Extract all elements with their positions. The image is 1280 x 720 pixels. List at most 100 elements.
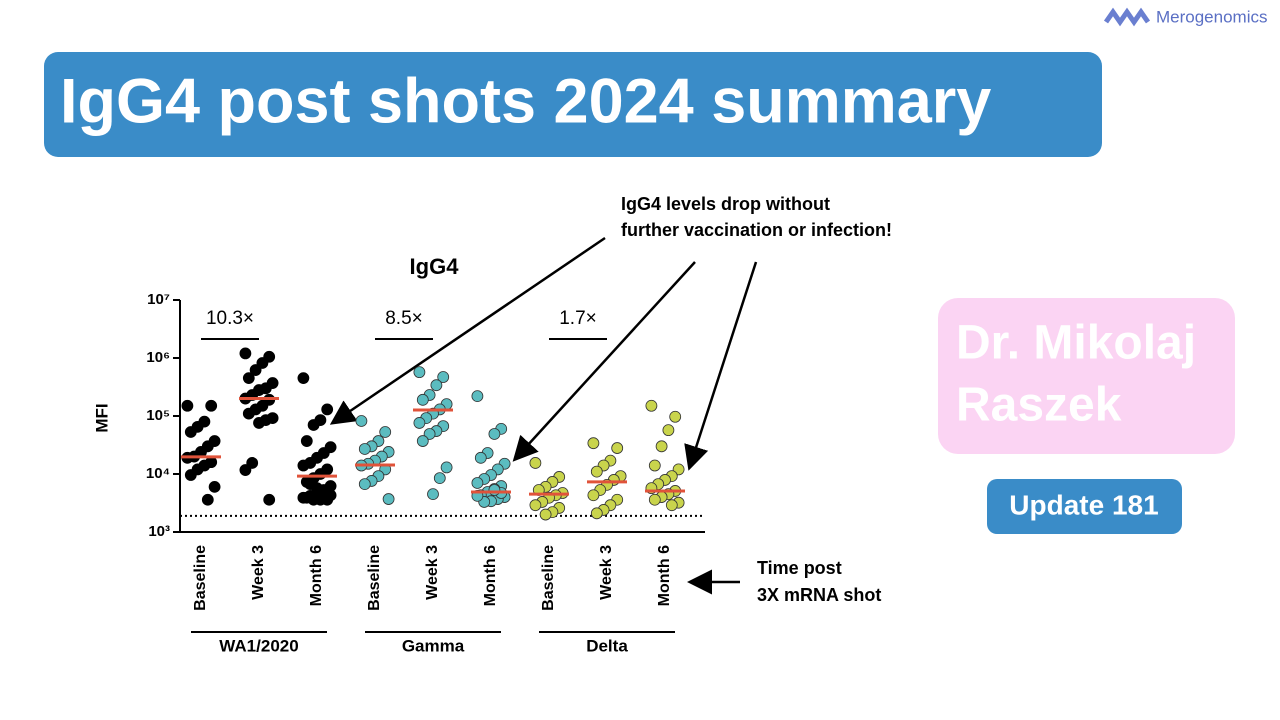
data-point	[488, 484, 501, 496]
data-point	[488, 428, 501, 440]
x-tick-label: Week 3	[424, 545, 441, 600]
data-point	[239, 464, 252, 476]
arrow	[512, 261, 696, 462]
group-label: WA1/2020	[219, 636, 298, 655]
y-tick-label: 10³	[148, 523, 170, 540]
data-point	[321, 403, 334, 416]
fold-label: 8.5×	[385, 308, 423, 329]
data-point	[645, 399, 658, 412]
data-point	[242, 372, 255, 385]
y-tick-label: 10⁷	[147, 291, 170, 308]
author-box	[938, 298, 1235, 454]
data-point	[648, 493, 661, 506]
author-name: Dr. Mikolaj	[956, 317, 1196, 370]
data-point	[648, 459, 661, 472]
data-point	[474, 451, 487, 464]
data-point	[208, 480, 221, 493]
data-point	[300, 491, 313, 504]
data-point	[587, 437, 600, 450]
x-tick-label: Month 6	[482, 545, 499, 606]
data-point	[662, 424, 675, 437]
x-tick-label: Baseline	[540, 545, 557, 611]
data-point	[355, 415, 368, 427]
data-point	[297, 372, 310, 385]
data-point	[416, 393, 429, 406]
data-point	[263, 493, 276, 506]
data-point	[611, 442, 624, 454]
data-point	[427, 488, 439, 501]
group-label: Gamma	[402, 636, 465, 655]
data-point	[655, 440, 668, 453]
data-point	[358, 443, 371, 455]
update-box	[987, 479, 1182, 534]
update-label: Update 181	[1009, 489, 1158, 520]
logo-icon	[1103, 7, 1151, 27]
data-point	[249, 364, 262, 376]
x-tick-label: Month 6	[656, 545, 673, 606]
data-point	[587, 489, 600, 502]
data-point	[307, 419, 320, 431]
author-name: Raszek	[956, 379, 1122, 432]
chart-title: IgG4	[410, 254, 460, 279]
data-point	[413, 417, 426, 429]
data-point	[665, 499, 678, 512]
x-note: 3X mRNA shot	[757, 585, 881, 605]
data-point	[304, 478, 317, 490]
fold-label: 1.7×	[559, 308, 597, 329]
data-point	[669, 410, 682, 423]
data-point	[529, 457, 542, 469]
data-point	[416, 435, 429, 447]
data-point	[300, 435, 313, 447]
group-label: Delta	[586, 636, 628, 655]
data-point	[413, 366, 426, 379]
data-point	[471, 477, 484, 489]
x-tick-label: Month 6	[308, 545, 325, 606]
data-point	[184, 469, 197, 481]
callout-arrows	[329, 236, 758, 595]
data-point	[590, 507, 603, 520]
data-point	[379, 426, 392, 438]
data-point	[205, 399, 218, 412]
data-point	[358, 478, 371, 490]
callout: IgG4 levels drop without	[621, 194, 830, 214]
data-point	[440, 461, 453, 474]
data-point	[297, 459, 310, 472]
data-point	[239, 347, 252, 360]
data-point	[539, 508, 552, 521]
data-point	[590, 465, 603, 478]
data-point	[423, 428, 436, 440]
data-point	[529, 499, 542, 512]
data-point	[253, 417, 265, 429]
logo: Merogenomics	[1103, 7, 1268, 27]
data-point	[201, 493, 214, 506]
data-point	[184, 426, 197, 438]
banner-box	[44, 52, 1102, 157]
y-axis-label: MFI	[92, 403, 111, 432]
data-point	[256, 357, 269, 369]
arrow	[329, 236, 606, 425]
data-point	[382, 493, 395, 505]
callout: further vaccination or infection!	[621, 220, 892, 240]
data-point	[181, 399, 194, 412]
data-point	[430, 379, 443, 392]
data-point	[433, 472, 446, 484]
banner-title: IgG4 post shots 2024 summary	[60, 67, 991, 137]
y-tick-label: 10⁴	[146, 465, 170, 482]
x-tick-label: Week 3	[250, 545, 267, 600]
x-note: Time post	[757, 558, 842, 578]
x-tick-label: Baseline	[366, 545, 383, 611]
fold-label: 10.3×	[206, 308, 254, 329]
data-point	[242, 407, 255, 420]
x-tick-label: Baseline	[192, 545, 209, 611]
y-tick-label: 10⁵	[146, 407, 170, 424]
logo-text: Merogenomics	[1156, 7, 1268, 26]
arrow	[684, 261, 758, 471]
chart: IgG4 MFI 10³ 10⁴ 10⁵ 10⁶ 10⁷ WA1/2020 10.3× Bas…	[92, 254, 705, 655]
data-point	[437, 371, 450, 383]
data-point	[246, 457, 259, 469]
y-tick-label: 10⁶	[146, 349, 170, 366]
x-tick-label: Week 3	[598, 545, 615, 600]
data-point	[471, 390, 484, 403]
